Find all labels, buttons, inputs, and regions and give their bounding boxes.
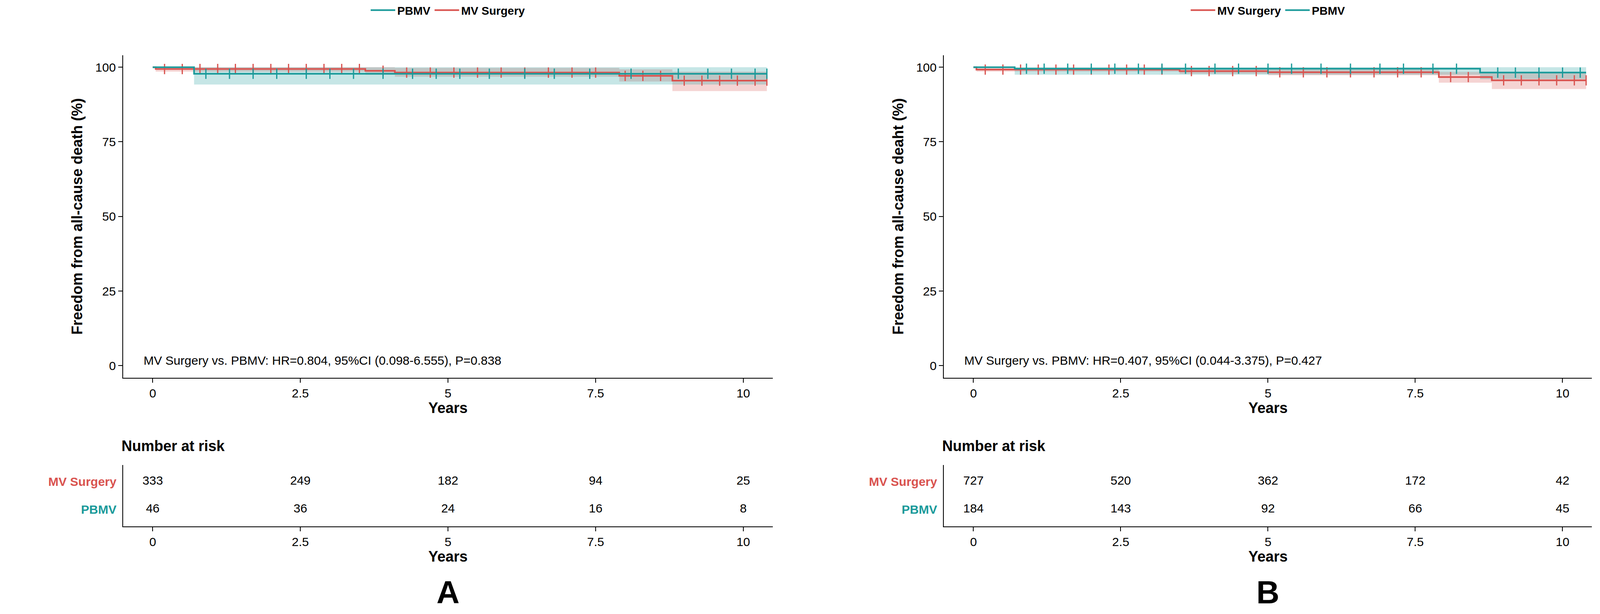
- svg-text:MV Surgery: MV Surgery: [868, 474, 938, 489]
- svg-text:Years: Years: [1248, 399, 1288, 417]
- svg-text:Freedom from all-cause death (: Freedom from all-cause death (%): [68, 98, 86, 335]
- svg-text:PBMV: PBMV: [397, 4, 431, 18]
- svg-text:Freedom from all-cause deaht (: Freedom from all-cause deaht (%): [889, 98, 907, 335]
- svg-text:5: 5: [444, 386, 452, 400]
- svg-text:10: 10: [736, 386, 750, 400]
- svg-text:7.5: 7.5: [587, 534, 605, 549]
- svg-text:75: 75: [922, 135, 937, 149]
- svg-text:A: A: [436, 573, 460, 610]
- svg-text:24: 24: [441, 501, 455, 515]
- svg-text:362: 362: [1257, 473, 1279, 487]
- svg-text:5: 5: [1264, 386, 1272, 400]
- svg-text:172: 172: [1404, 473, 1426, 487]
- svg-text:0: 0: [149, 534, 157, 549]
- svg-text:42: 42: [1555, 473, 1570, 487]
- svg-text:333: 333: [142, 473, 163, 487]
- svg-text:10: 10: [1555, 534, 1570, 549]
- svg-text:B: B: [1256, 573, 1280, 610]
- svg-text:249: 249: [290, 473, 311, 487]
- svg-text:16: 16: [588, 501, 603, 515]
- svg-text:46: 46: [146, 501, 160, 515]
- svg-text:143: 143: [1110, 501, 1131, 515]
- svg-text:100: 100: [95, 60, 116, 75]
- svg-text:50: 50: [102, 209, 116, 223]
- svg-text:MV Surgery vs. PBMV: HR=0.804,: MV Surgery vs. PBMV: HR=0.804, 95%CI (0.…: [143, 353, 502, 367]
- svg-text:0: 0: [969, 386, 977, 400]
- svg-text:10: 10: [736, 534, 750, 549]
- svg-text:MV Surgery vs. PBMV: HR=0.407,: MV Surgery vs. PBMV: HR=0.407, 95%CI (0.…: [964, 353, 1322, 367]
- svg-text:Years: Years: [1248, 548, 1288, 565]
- svg-text:0: 0: [149, 386, 157, 400]
- svg-text:PBMV: PBMV: [1311, 4, 1345, 18]
- svg-text:2.5: 2.5: [1112, 386, 1130, 400]
- svg-text:25: 25: [922, 284, 937, 298]
- svg-text:MV Surgery: MV Surgery: [1217, 4, 1281, 18]
- svg-text:PBMV: PBMV: [81, 502, 117, 516]
- svg-text:Number at risk: Number at risk: [121, 437, 226, 455]
- svg-text:94: 94: [588, 473, 603, 487]
- svg-text:36: 36: [293, 501, 308, 515]
- svg-text:2.5: 2.5: [1112, 534, 1130, 549]
- svg-text:25: 25: [102, 284, 116, 298]
- svg-text:0: 0: [969, 534, 977, 549]
- svg-text:100: 100: [915, 60, 937, 75]
- svg-text:10: 10: [1555, 386, 1570, 400]
- svg-text:0: 0: [929, 358, 937, 373]
- svg-text:25: 25: [736, 473, 750, 487]
- svg-text:PBMV: PBMV: [901, 502, 938, 516]
- svg-text:MV Surgery: MV Surgery: [461, 4, 525, 18]
- svg-text:7.5: 7.5: [1406, 534, 1425, 549]
- svg-text:520: 520: [1110, 473, 1131, 487]
- svg-text:92: 92: [1261, 501, 1275, 515]
- svg-text:Number at risk: Number at risk: [942, 437, 1046, 455]
- svg-text:184: 184: [963, 501, 984, 515]
- svg-text:66: 66: [1408, 501, 1423, 515]
- svg-text:Years: Years: [428, 399, 468, 417]
- svg-text:8: 8: [739, 501, 747, 515]
- svg-text:50: 50: [922, 209, 937, 223]
- svg-text:5: 5: [444, 534, 452, 549]
- svg-text:2.5: 2.5: [291, 386, 309, 400]
- svg-text:45: 45: [1555, 501, 1570, 515]
- svg-text:2.5: 2.5: [291, 534, 309, 549]
- svg-text:Years: Years: [428, 548, 468, 565]
- svg-text:7.5: 7.5: [1406, 386, 1425, 400]
- svg-text:727: 727: [963, 473, 984, 487]
- svg-text:5: 5: [1264, 534, 1272, 549]
- svg-text:182: 182: [437, 473, 459, 487]
- svg-text:7.5: 7.5: [587, 386, 605, 400]
- svg-text:MV Surgery: MV Surgery: [48, 474, 117, 489]
- svg-text:75: 75: [102, 135, 116, 149]
- svg-text:0: 0: [108, 358, 116, 373]
